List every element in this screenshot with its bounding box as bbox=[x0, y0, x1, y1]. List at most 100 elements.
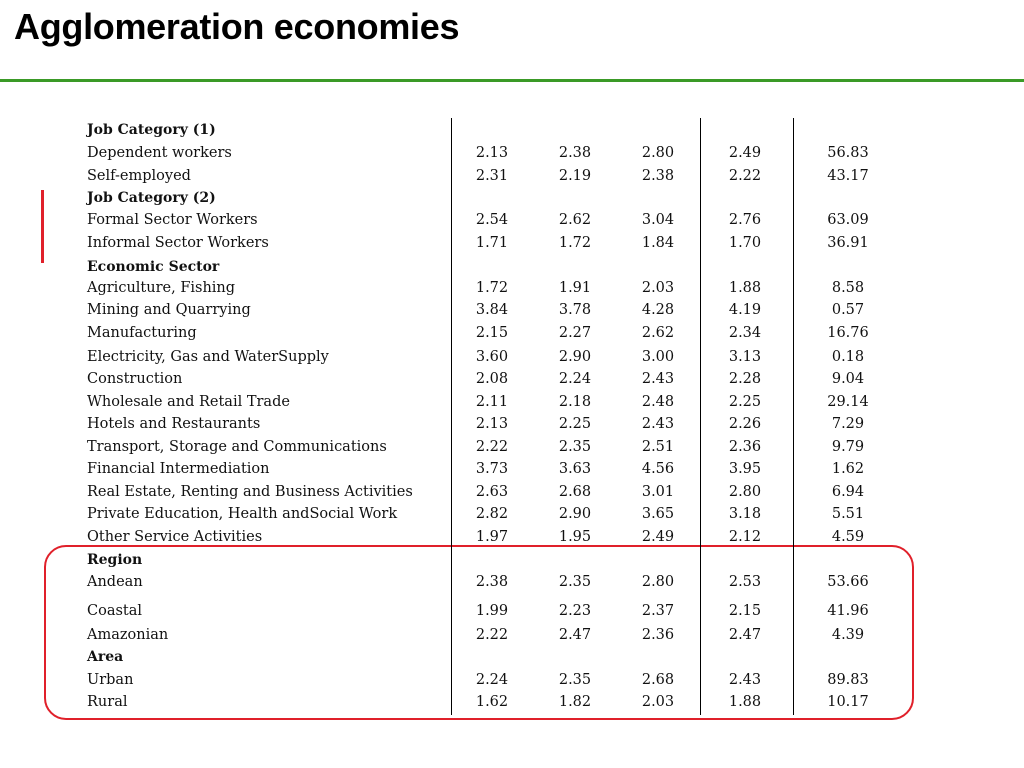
table-cell: 2.43 bbox=[641, 416, 675, 432]
table-cell: 2.68 bbox=[641, 672, 675, 688]
table-cell: 2.49 bbox=[641, 529, 675, 545]
table-cell: 2.23 bbox=[558, 603, 592, 619]
table-cell: 2.62 bbox=[641, 325, 675, 341]
table-cell: 0.57 bbox=[831, 302, 865, 318]
table-cell: 3.63 bbox=[558, 461, 592, 477]
table-row: Dependent workers 2.13 2.38 2.80 2.49 56.83 bbox=[0, 143, 1024, 163]
table-row: Other Service Activities 1.97 1.95 2.49 2.12… bbox=[0, 527, 1024, 547]
table-cell: 2.24 bbox=[558, 371, 592, 387]
table-row: Construction 2.08 2.24 2.43 2.28 9.04 bbox=[0, 369, 1024, 389]
table-row: Manufacturing 2.15 2.27 2.62 2.34 16.76 bbox=[0, 323, 1024, 343]
table-cell: 1.72 bbox=[558, 235, 592, 251]
table-row: Wholesale and Retail Trade 2.11 2.18 2.48 2.… bbox=[0, 392, 1024, 412]
table-cell: 1.72 bbox=[475, 280, 509, 296]
table-cell: 2.90 bbox=[558, 349, 592, 365]
row-label: Other Service Activities bbox=[87, 529, 263, 545]
table-cell: 2.18 bbox=[558, 394, 592, 410]
table-cell: 4.28 bbox=[641, 302, 675, 318]
row-label: Amazonian bbox=[87, 627, 169, 643]
table-row: Andean 2.38 2.35 2.80 2.53 53.66 bbox=[0, 572, 1024, 592]
table-cell: 2.31 bbox=[475, 168, 509, 184]
table-cell: 2.13 bbox=[475, 416, 509, 432]
table-cell: 2.34 bbox=[728, 325, 762, 341]
row-label: Wholesale and Retail Trade bbox=[87, 394, 290, 410]
table-cell: 2.80 bbox=[728, 484, 762, 500]
table-cell: 2.49 bbox=[728, 145, 762, 161]
table-cell: 2.24 bbox=[475, 672, 509, 688]
table-cell: 3.18 bbox=[728, 506, 762, 522]
table-cell: 3.95 bbox=[728, 461, 762, 477]
table-cell: 1.62 bbox=[831, 461, 865, 477]
row-label: Urban bbox=[87, 672, 134, 688]
section-label: Area bbox=[87, 649, 124, 665]
table-cell: 2.15 bbox=[475, 325, 509, 341]
table-cell: 2.36 bbox=[641, 627, 675, 643]
table-cell: 2.12 bbox=[728, 529, 762, 545]
table-section-header: Region bbox=[0, 550, 1024, 570]
table-cell: 2.80 bbox=[641, 574, 675, 590]
table-cell: 3.01 bbox=[641, 484, 675, 500]
table-cell: 2.47 bbox=[558, 627, 592, 643]
table-cell: 1.71 bbox=[475, 235, 509, 251]
table-cell: 2.47 bbox=[728, 627, 762, 643]
table-cell: 4.59 bbox=[831, 529, 865, 545]
table-cell: 29.14 bbox=[827, 394, 869, 410]
table-cell: 6.94 bbox=[831, 484, 865, 500]
table-cell: 4.56 bbox=[641, 461, 675, 477]
table-cell: 5.51 bbox=[831, 506, 865, 522]
table-row: Hotels and Restaurants 2.13 2.25 2.43 2.26 7.… bbox=[0, 414, 1024, 434]
table-cell: 2.28 bbox=[728, 371, 762, 387]
table-row: Amazonian 2.22 2.47 2.36 2.47 4.39 bbox=[0, 625, 1024, 645]
table-cell: 2.38 bbox=[558, 145, 592, 161]
table-cell: 16.76 bbox=[827, 325, 869, 341]
table-cell: 3.60 bbox=[475, 349, 509, 365]
row-label: Informal Sector Workers bbox=[87, 235, 269, 251]
table-cell: 2.26 bbox=[728, 416, 762, 432]
table-cell: 2.25 bbox=[558, 416, 592, 432]
table-cell: 1.99 bbox=[475, 603, 509, 619]
row-label: Self-employed bbox=[87, 168, 191, 184]
table-row: Real Estate, Renting and Business Activi… bbox=[0, 482, 1024, 502]
table-row: Self-employed 2.31 2.19 2.38 2.22 43.17 bbox=[0, 166, 1024, 186]
row-label: Financial Intermediation bbox=[87, 461, 270, 477]
table-cell: 8.58 bbox=[831, 280, 865, 296]
row-label: Transport, Storage and Communications bbox=[87, 439, 387, 455]
table-section-header: Job Category (1) bbox=[0, 120, 1024, 140]
table-cell: 4.19 bbox=[728, 302, 762, 318]
row-label: Agriculture, Fishing bbox=[87, 280, 236, 296]
table-cell: 2.27 bbox=[558, 325, 592, 341]
table-cell: 1.82 bbox=[558, 694, 592, 710]
table-cell: 2.43 bbox=[728, 672, 762, 688]
row-label: Manufacturing bbox=[87, 325, 197, 341]
table-cell: 3.00 bbox=[641, 349, 675, 365]
table-cell: 1.95 bbox=[558, 529, 592, 545]
table-cell: 3.78 bbox=[558, 302, 592, 318]
table-cell: 2.48 bbox=[641, 394, 675, 410]
section-label: Job Category (2) bbox=[87, 190, 216, 206]
row-label: Coastal bbox=[87, 603, 143, 619]
table-row: Informal Sector Workers 1.71 1.72 1.84 1.70 3… bbox=[0, 233, 1024, 253]
table-cell: 2.43 bbox=[641, 371, 675, 387]
table-cell: 3.65 bbox=[641, 506, 675, 522]
table-cell: 4.39 bbox=[831, 627, 865, 643]
table-cell: 2.51 bbox=[641, 439, 675, 455]
table-cell: 2.25 bbox=[728, 394, 762, 410]
table-divider-mean bbox=[700, 118, 701, 715]
row-label: Hotels and Restaurants bbox=[87, 416, 261, 432]
row-label: Private Education, Health andSocial Work bbox=[87, 506, 398, 522]
highlight-bar bbox=[41, 190, 44, 263]
table-cell: 2.62 bbox=[558, 212, 592, 228]
table-cell: 2.80 bbox=[641, 145, 675, 161]
section-label: Economic Sector bbox=[87, 259, 220, 275]
table-divider-share bbox=[793, 118, 794, 715]
table-divider-label bbox=[451, 118, 452, 715]
region-area-highlight-box bbox=[44, 545, 914, 720]
table-cell: 2.08 bbox=[475, 371, 509, 387]
table-cell: 1.91 bbox=[558, 280, 592, 296]
table-cell: 36.91 bbox=[827, 235, 869, 251]
table-row: Urban 2.24 2.35 2.68 2.43 89.83 bbox=[0, 670, 1024, 690]
table-row: Transport, Storage and Communications 2.2… bbox=[0, 437, 1024, 457]
table-cell: 2.68 bbox=[558, 484, 592, 500]
row-label: Real Estate, Renting and Business Activi… bbox=[87, 484, 413, 500]
table-cell: 1.97 bbox=[475, 529, 509, 545]
